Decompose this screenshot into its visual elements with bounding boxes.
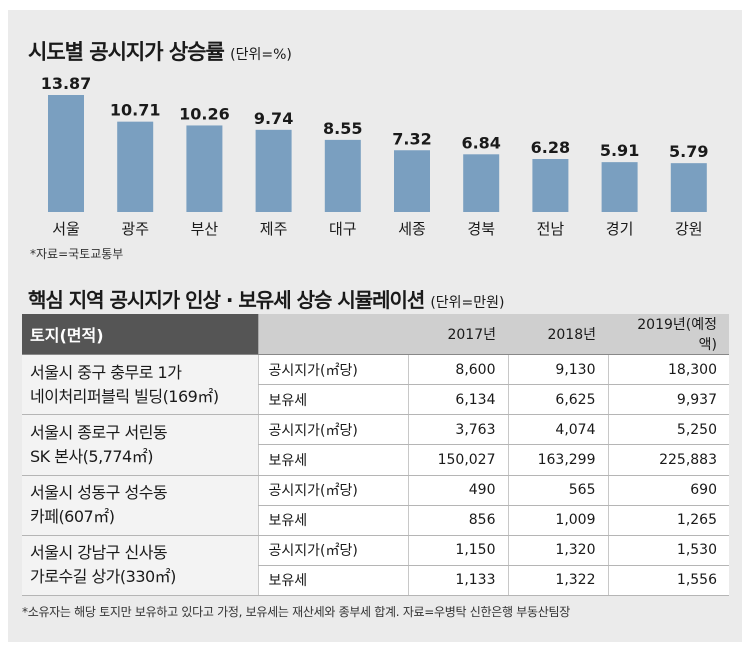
location-cell: 서울시 성동구 성수동 카페(607㎡) xyxy=(22,475,258,536)
category-label: 서울 xyxy=(52,220,80,238)
bar-value-label: 9.74 xyxy=(254,109,293,128)
category-label: 제주 xyxy=(260,220,288,238)
value-2019: 5,250 xyxy=(607,414,729,446)
table-row: 서울시 강남구 신사동 가로수길 상가(330㎡) 공시지가(㎡당) 1,150… xyxy=(22,535,729,597)
value-2017: 1,150 xyxy=(407,535,508,566)
table-footnote: *소유자는 해당 토지만 보유하고 있다고 가정, 보유세는 재산세와 종부세 … xyxy=(22,605,570,619)
bar-5 xyxy=(394,150,430,212)
value-2019: 1,265 xyxy=(607,505,729,536)
location-line2: SK 본사(5,774㎡) xyxy=(30,446,153,466)
value-2017: 3,763 xyxy=(407,414,508,446)
category-label: 대구 xyxy=(329,220,357,238)
location-cell: 서울시 종로구 서린동 SK 본사(5,774㎡) xyxy=(22,414,258,476)
header-item-blank xyxy=(257,314,408,355)
item-label: 공시지가(㎡당) xyxy=(257,535,408,566)
category-label: 경기 xyxy=(606,220,634,238)
simulation-title-text: 핵심 지역 공시지가 인상 · 보유세 상승 시뮬레이션 xyxy=(28,288,425,312)
item-label: 보유세 xyxy=(257,565,408,597)
header-2019: 2019년(예정액) xyxy=(608,314,729,355)
item-label: 공시지가(㎡당) xyxy=(257,354,408,386)
bar-chart: 13.87 서울 10.71 광주 10.26 부산 9.74 제주 8.55 대구 7.32 세종 6… xyxy=(41,74,709,238)
bar-9 xyxy=(670,163,707,212)
bar-value-label: 8.55 xyxy=(323,119,362,138)
chart-source-note: *자료=국토교통부 xyxy=(30,247,124,261)
bar-value-label: 13.87 xyxy=(41,74,92,93)
location-line2: 네이처리퍼블릭 빌딩(169㎡) xyxy=(30,386,219,406)
bar-8 xyxy=(601,162,638,212)
bar-value-label: 7.32 xyxy=(392,129,431,148)
value-2018: 6,625 xyxy=(507,384,608,416)
value-2017: 6,134 xyxy=(407,384,508,416)
category-label: 광주 xyxy=(121,220,149,238)
item-label: 공시지가(㎡당) xyxy=(257,475,408,506)
simulation-title: 핵심 지역 공시지가 인상 · 보유세 상승 시뮬레이션 (단위=만원) xyxy=(28,284,505,313)
value-2019: 225,883 xyxy=(607,444,729,476)
value-2018: 4,074 xyxy=(507,414,608,446)
value-2018: 565 xyxy=(507,475,608,506)
category-label: 부산 xyxy=(191,220,219,238)
bar-6 xyxy=(463,154,500,212)
bar-value-label: 5.91 xyxy=(600,141,639,160)
chart-unit: (단위=%) xyxy=(230,47,292,63)
item-label: 보유세 xyxy=(257,444,408,476)
item-label: 보유세 xyxy=(257,505,408,536)
bar-3 xyxy=(255,129,292,212)
header-2017: 2017년 xyxy=(408,314,508,355)
location-cell: 서울시 중구 충무로 1가 네이처리퍼블릭 빌딩(169㎡) xyxy=(22,354,258,416)
value-2019: 1,530 xyxy=(607,535,729,566)
location-line1: 서울시 종로구 서린동 xyxy=(30,422,168,442)
category-label: 전남 xyxy=(537,220,565,238)
bar-4 xyxy=(324,139,361,212)
bar-value-label: 6.84 xyxy=(461,133,500,152)
chart-title: 시도별 공시지가 상승률 (단위=%) xyxy=(28,36,292,66)
value-2018: 163,299 xyxy=(507,444,608,476)
table-header-row: 토지(면적) 2017년 2018년 2019년(예정액) xyxy=(22,314,729,355)
table-row: 서울시 종로구 서린동 SK 본사(5,774㎡) 공시지가(㎡당) 3,763… xyxy=(22,414,729,476)
value-2018: 9,130 xyxy=(507,354,608,386)
value-2019: 690 xyxy=(607,475,729,506)
table-row: 보유세 856 1,009 1,265 xyxy=(22,505,729,536)
table-row: 서울시 성동구 성수동 카페(607㎡) 공시지가(㎡당) 490 565 69… xyxy=(22,475,729,536)
bar-value-label: 5.79 xyxy=(669,142,708,161)
bar-1 xyxy=(117,121,154,212)
table-row: 서울시 중구 충무로 1가 네이처리퍼블릭 빌딩(169㎡) 공시지가(㎡당) … xyxy=(22,354,729,416)
table-row: 보유세 1,133 1,322 1,556 xyxy=(22,565,729,597)
value-2017: 150,027 xyxy=(407,444,508,476)
value-2018: 1,009 xyxy=(507,505,608,536)
value-2017: 856 xyxy=(407,505,508,536)
simulation-unit: (단위=만원) xyxy=(430,295,505,311)
value-2017: 1,133 xyxy=(407,565,508,597)
location-line1: 서울시 중구 충무로 1가 xyxy=(30,362,182,382)
location-cell: 서울시 강남구 신사동 가로수길 상가(330㎡) xyxy=(22,535,258,597)
bar-value-label: 6.28 xyxy=(531,138,570,157)
category-label: 세종 xyxy=(398,220,426,238)
value-2017: 8,600 xyxy=(407,354,508,386)
location-line2: 가로수길 상가(330㎡) xyxy=(30,567,176,587)
table-row: 보유세 6,134 6,625 9,937 xyxy=(22,384,729,416)
value-2017: 490 xyxy=(407,475,508,506)
chart-title-text: 시도별 공시지가 상승률 xyxy=(28,40,225,64)
location-line2: 카페(607㎡) xyxy=(30,507,115,527)
simulation-table: 토지(면적) 2017년 2018년 2019년(예정액) 서울시 중구 충무로… xyxy=(22,314,729,597)
item-label: 공시지가(㎡당) xyxy=(257,414,408,446)
bar-7 xyxy=(532,159,569,212)
value-2019: 1,556 xyxy=(607,565,729,597)
bar-2 xyxy=(186,125,223,212)
header-land: 토지(면적) xyxy=(22,314,258,355)
header-2018: 2018년 xyxy=(508,314,608,355)
location-line1: 서울시 강남구 신사동 xyxy=(30,543,168,563)
value-2019: 9,937 xyxy=(607,384,729,416)
value-2018: 1,322 xyxy=(507,565,608,597)
bar-value-label: 10.71 xyxy=(110,101,161,120)
value-2019: 18,300 xyxy=(607,354,729,386)
category-label: 강원 xyxy=(675,220,703,238)
table-row: 보유세 150,027 163,299 225,883 xyxy=(22,444,729,476)
item-label: 보유세 xyxy=(257,384,408,416)
location-line1: 서울시 성동구 성수동 xyxy=(30,483,168,503)
value-2018: 1,320 xyxy=(507,535,608,566)
bar-value-label: 10.26 xyxy=(179,104,230,123)
bar-0 xyxy=(48,95,84,212)
category-label: 경북 xyxy=(467,220,495,238)
